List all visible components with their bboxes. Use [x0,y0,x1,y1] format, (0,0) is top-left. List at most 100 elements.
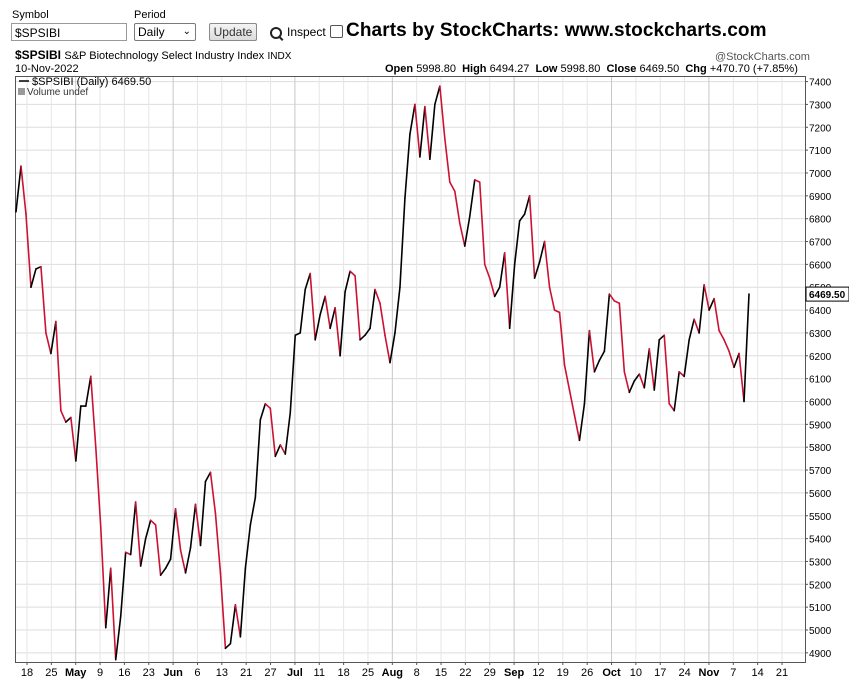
price-segment [513,220,521,266]
x-tick-label: Jun [163,667,183,679]
price-segment [239,567,247,638]
price-segment [60,409,67,423]
x-tick-label: 6 [194,667,200,679]
price-segment [578,402,586,442]
price-segment [314,313,321,341]
price-segment [45,332,52,355]
y-tick-label: 5000 [809,626,832,637]
x-tick-label: Sep [504,667,524,679]
price-segment [439,85,446,140]
price-segment [65,416,72,423]
price-segment [488,277,496,298]
price-segment [473,179,481,183]
price-segment [299,288,307,334]
price-segment [354,275,361,341]
price-segment [374,288,381,305]
chart-symbol: $SPSIBI [15,48,62,62]
price-segment [698,284,705,334]
y-tick-label: 6900 [809,192,832,203]
x-tick-label: 13 [216,667,228,679]
y-tick-label: 6200 [809,352,832,363]
price-segment [454,190,461,225]
y-axis: 4900 5000 5100 5200 5300 5400 5500 5600 5700 5800… [805,78,832,660]
inspect-checkbox[interactable] [330,25,343,38]
x-tick-label: 21 [776,667,788,679]
chart-name: S&P Biotechnology Select Industry Index [64,50,265,62]
update-button[interactable]: Update [209,23,257,41]
price-segment [404,133,411,199]
price-segment [728,350,735,369]
x-tick-label: 12 [532,667,544,679]
price-segment [628,380,636,394]
price-segment [134,501,142,567]
price-segment [588,329,596,373]
price-segment [558,311,566,366]
price-segment [468,179,476,218]
price-segment [25,213,32,289]
x-tick-label: 25 [45,667,57,679]
price-segment [30,268,37,289]
copyright[interactable]: @StockCharts.com [715,51,810,63]
inspect-label: Inspect [287,25,326,39]
x-tick-label: Oct [602,667,621,679]
price-segment [543,240,551,289]
low-label: Low [535,63,558,75]
price-segment [319,295,326,316]
x-tick-label: May [65,667,87,679]
y-tick-label: 6800 [809,215,832,226]
price-segment [334,307,341,357]
x-tick-label: 10 [630,667,642,679]
legend-series-label: $SPSIBI (Daily) 6469.50 [32,76,151,88]
brand-banner[interactable]: Charts by StockCharts: www.stockcharts.c… [346,20,767,41]
price-segment [294,332,302,337]
price-segment [169,508,177,560]
magnifier-icon [270,27,282,39]
price-segment [394,286,401,334]
y-tick-label: 6600 [809,260,832,271]
price-segment [214,512,222,574]
price-segment [663,334,671,405]
chart-date: 10-Nov-2022 [15,63,79,75]
price-segment [733,352,740,369]
price-segment [389,332,396,364]
period-select[interactable]: Daily ⌄ [134,23,196,41]
symbol-input[interactable]: $SPSIBI [11,23,127,41]
price-segment [274,444,282,458]
price-segment [409,103,416,135]
price-segment [568,389,576,417]
price-segment [309,272,316,341]
y-tick-label: 6400 [809,306,832,317]
x-tick-label: 26 [581,667,593,679]
last-value-label: 6469.50 [805,286,849,302]
x-tick-label: 19 [557,667,569,679]
price-segment [75,405,82,462]
price-segment [673,370,680,412]
price-segment [548,286,556,311]
price-segment [498,252,506,289]
last-value-box [805,286,849,302]
price-segment [399,197,406,289]
price-segment [339,291,346,357]
high-value: 6494.27 [489,63,530,75]
price-segment [688,318,695,341]
price-segment [648,348,656,391]
legend-volume-label: Volume undef [27,87,88,98]
toolbar: Symbol $SPSIBI Period Daily ⌄ Update Ins… [0,0,849,46]
x-tick-label: Aug [382,667,403,679]
price-segment [583,329,591,405]
price-segment [234,604,242,638]
price-segment [349,270,356,277]
x-tick-label: 18 [21,667,33,679]
price-segment [164,558,172,570]
price-segment [508,263,516,330]
close-label: Close [606,63,637,75]
price-segment [693,318,700,334]
price-segment [449,181,456,193]
y-tick-label: 7400 [809,78,832,89]
price-segment [209,471,217,515]
price-segment [55,320,62,412]
chg-label: Chg [685,63,707,75]
x-tick-label: 27 [264,667,276,679]
x-tick-label: 17 [654,667,666,679]
